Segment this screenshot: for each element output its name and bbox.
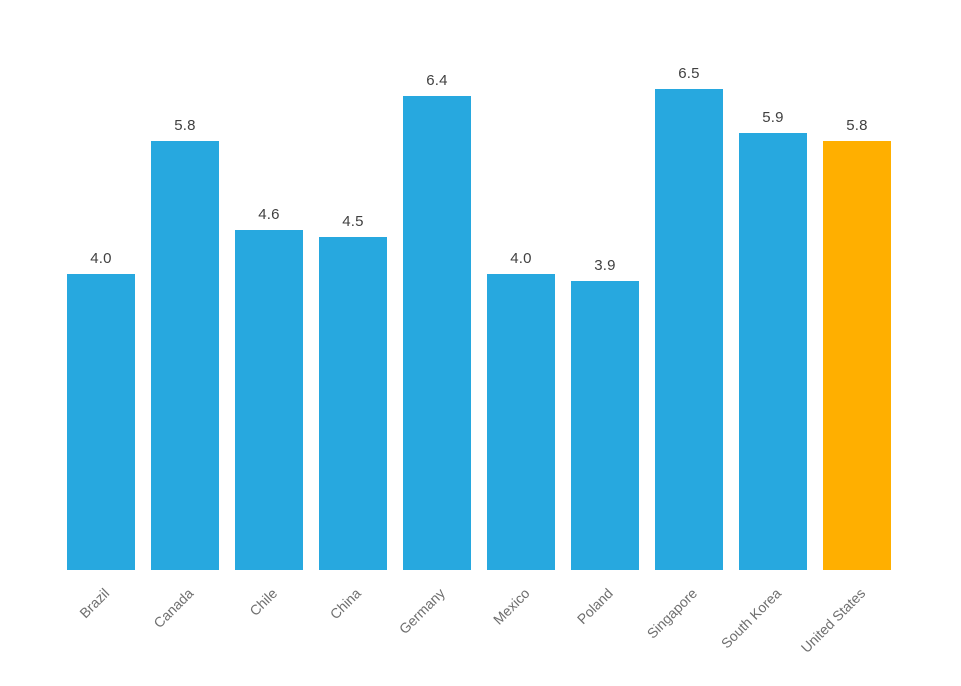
category-label: Mexico — [489, 585, 533, 628]
bar-column-china: 4.5 — [319, 52, 387, 570]
bar-value-label: 6.5 — [678, 65, 700, 82]
category-label: China — [327, 585, 365, 623]
bar-poland — [571, 281, 639, 570]
bar-brazil — [67, 274, 135, 570]
category-labels-layer: Brazil Canada Chile China Germany Mexico Polan… — [67, 570, 891, 686]
category-cell-poland: Poland — [571, 570, 639, 686]
bar-singapore — [655, 89, 723, 570]
bar-value-label: 6.4 — [426, 72, 448, 90]
category-label: United States — [797, 585, 869, 656]
bars-layer: 4.0 5.8 4.6 4.5 6.4 4.0 3.9 6.5 5.9 5.8 — [67, 52, 891, 570]
bar-value-label: 4.0 — [90, 250, 112, 267]
category-cell-mexico: Mexico — [487, 570, 555, 686]
bar-value-label: 5.9 — [762, 109, 784, 127]
category-label: Germany — [396, 585, 449, 638]
category-cell-germany: Germany — [396, 570, 471, 686]
category-label: Canada — [150, 585, 197, 631]
category-cell-brazil: Brazil — [67, 570, 135, 686]
bar-column-brazil: 4.0 — [67, 52, 135, 570]
category-label: Singapore — [643, 585, 701, 642]
bar-value-label: 4.0 — [510, 250, 532, 267]
category-label: Brazil — [76, 585, 113, 622]
bar-value-label: 4.5 — [342, 213, 364, 230]
bar-column-chile: 4.6 — [235, 52, 303, 570]
bar-chile — [235, 229, 303, 570]
category-cell-singapore: Singapore — [644, 570, 723, 686]
bar-united-states — [823, 140, 891, 570]
bar-value-label: 5.8 — [174, 116, 196, 134]
bar-column-poland: 3.9 — [571, 52, 639, 570]
category-label: Chile — [246, 585, 281, 619]
category-cell-south-korea: South Korea — [718, 570, 807, 686]
category-cell-china: China — [319, 570, 387, 686]
bar-value-label: 3.9 — [594, 257, 616, 275]
bar-column-united-states: 5.8 — [823, 52, 891, 570]
bar-china — [319, 237, 387, 570]
category-label: Poland — [574, 585, 617, 628]
bar-column-south-korea: 5.9 — [739, 52, 807, 570]
bar-value-label: 5.8 — [846, 116, 868, 134]
bar-mexico — [487, 274, 555, 570]
bar-column-mexico: 4.0 — [487, 52, 555, 570]
category-cell-canada: Canada — [150, 570, 219, 686]
category-cell-chile: Chile — [235, 570, 303, 686]
bar-south-korea — [739, 133, 807, 570]
category-cell-united-states: United States — [798, 570, 891, 686]
bar-column-germany: 6.4 — [403, 52, 471, 570]
bar-column-canada: 5.8 — [151, 52, 219, 570]
bar-value-label: 4.6 — [258, 205, 280, 223]
bar-germany — [403, 96, 471, 570]
category-label: South Korea — [717, 585, 785, 652]
bar-canada — [151, 140, 219, 570]
bar-column-singapore: 6.5 — [655, 52, 723, 570]
